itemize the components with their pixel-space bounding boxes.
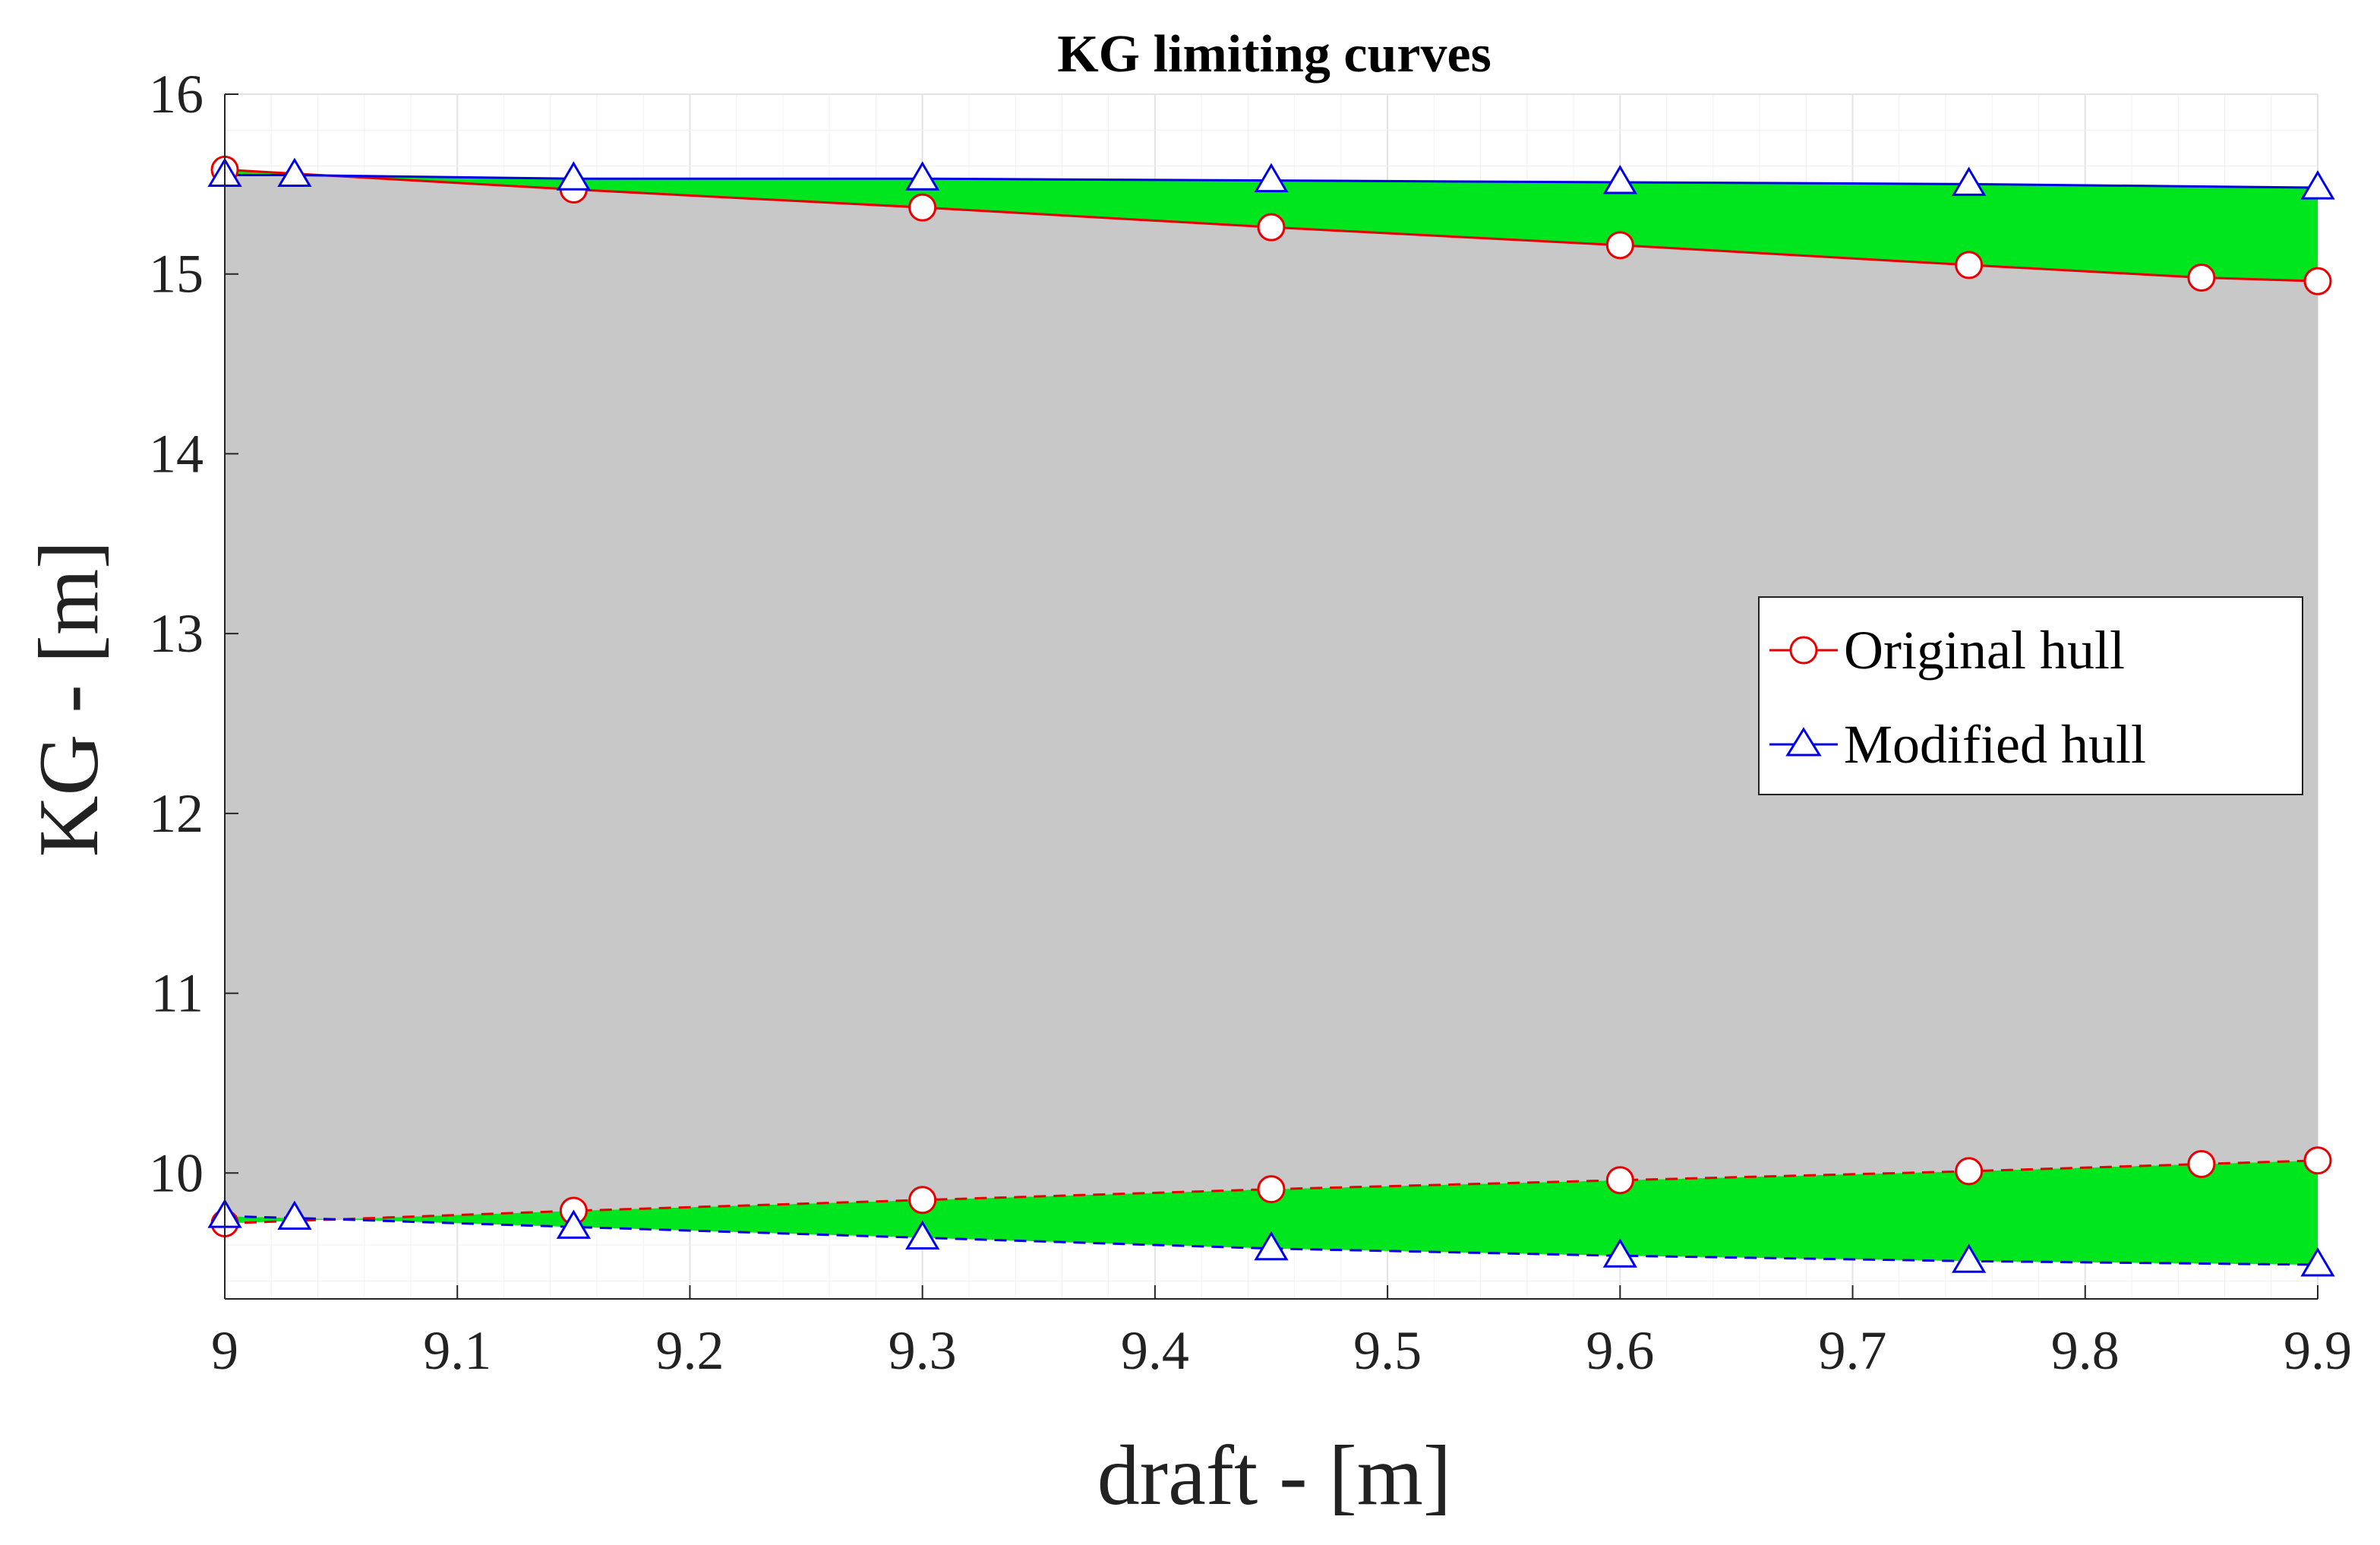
original-hull-upper-point xyxy=(2303,267,2332,295)
original-hull-upper-point xyxy=(1257,213,1286,242)
modified-hull-lower-point xyxy=(1602,1238,1637,1268)
original-hull-lower-point xyxy=(908,1186,937,1215)
legend-box xyxy=(1758,596,2303,795)
original-hull-upper-point xyxy=(2187,263,2216,292)
series-markers xyxy=(207,155,2335,1277)
modified-hull-lower-point xyxy=(277,1200,312,1230)
common-safe-region xyxy=(225,175,2318,1220)
x-tick-label: 9 xyxy=(211,1320,238,1381)
x-tick-label: 9.4 xyxy=(1121,1320,1189,1381)
legend: Original hull Modified hull xyxy=(1758,596,2303,795)
y-tick-label: 13 xyxy=(149,603,204,664)
x-tick-label: 9.9 xyxy=(2284,1320,2352,1381)
tick-labels: 9 9.1 9.2 9.3 9.4 9.5 9.6 9.7 9.8 9.9 10 11 12 13 14 15… xyxy=(149,64,2352,1381)
original-hull-upper-line xyxy=(224,168,2318,283)
y-tick-label: 12 xyxy=(149,783,204,844)
x-tick-label: 9.7 xyxy=(1819,1320,1887,1381)
legend-label-modified-hull: Modified hull xyxy=(1844,714,2146,775)
original-hull-lower-point xyxy=(1257,1175,1286,1204)
legend-marker-triangle xyxy=(1785,727,1822,757)
modified-hull-upper-point xyxy=(1952,166,1987,196)
y-tick-label: 10 xyxy=(149,1142,204,1203)
modified-hull-upper-point xyxy=(905,161,940,191)
original-hull-lower-point xyxy=(2303,1146,2332,1175)
lower-difference-region xyxy=(225,1160,2318,1265)
x-tick-label: 9.5 xyxy=(1353,1320,1422,1381)
modified-hull-upper-point xyxy=(556,161,591,191)
modified-hull-upper-line xyxy=(225,174,2318,189)
original-hull-lower-line xyxy=(224,1159,2318,1225)
y-tick-label: 16 xyxy=(149,64,204,125)
modified-hull-lower-point xyxy=(905,1220,940,1250)
original-hull-lower-point xyxy=(1955,1157,1984,1186)
modified-hull-lower-line xyxy=(224,1215,2318,1266)
original-hull-upper-point xyxy=(1605,231,1634,260)
modified-hull-upper-point xyxy=(2300,170,2335,200)
x-tick-label: 9.6 xyxy=(1586,1320,1654,1381)
legend-marker-circle xyxy=(1789,636,1818,665)
y-tick-label: 15 xyxy=(149,244,204,305)
original-hull-upper-point xyxy=(908,193,937,222)
x-tick-label: 9.8 xyxy=(2051,1320,2120,1381)
original-hull-lower-point xyxy=(2187,1149,2216,1178)
y-tick-label: 11 xyxy=(151,963,204,1024)
x-tick-label: 9.1 xyxy=(423,1320,491,1381)
x-axis-label: draft - [m] xyxy=(1097,1429,1451,1523)
axes xyxy=(224,93,2318,1300)
x-tick-label: 9.2 xyxy=(655,1320,724,1381)
modified-hull-upper-point xyxy=(1602,165,1637,194)
modified-hull-lower-point xyxy=(2300,1247,2335,1277)
modified-hull-upper-point xyxy=(1254,163,1289,193)
original-hull-lower-point xyxy=(1605,1166,1634,1195)
series-lines xyxy=(224,168,2318,1266)
legend-label-original-hull: Original hull xyxy=(1844,620,2125,681)
chart-title: KG limiting curves xyxy=(1057,25,1491,84)
modified-hull-upper-point xyxy=(277,157,312,188)
y-axis-label: KG - [m] xyxy=(22,541,116,858)
x-tick-label: 9.3 xyxy=(889,1320,957,1381)
y-tick-label: 14 xyxy=(149,423,204,484)
original-hull-upper-point xyxy=(1955,251,1984,280)
modified-hull-lower-point xyxy=(556,1209,591,1239)
modified-hull-lower-point xyxy=(1254,1231,1289,1261)
modified-hull-lower-point xyxy=(1952,1243,1987,1273)
